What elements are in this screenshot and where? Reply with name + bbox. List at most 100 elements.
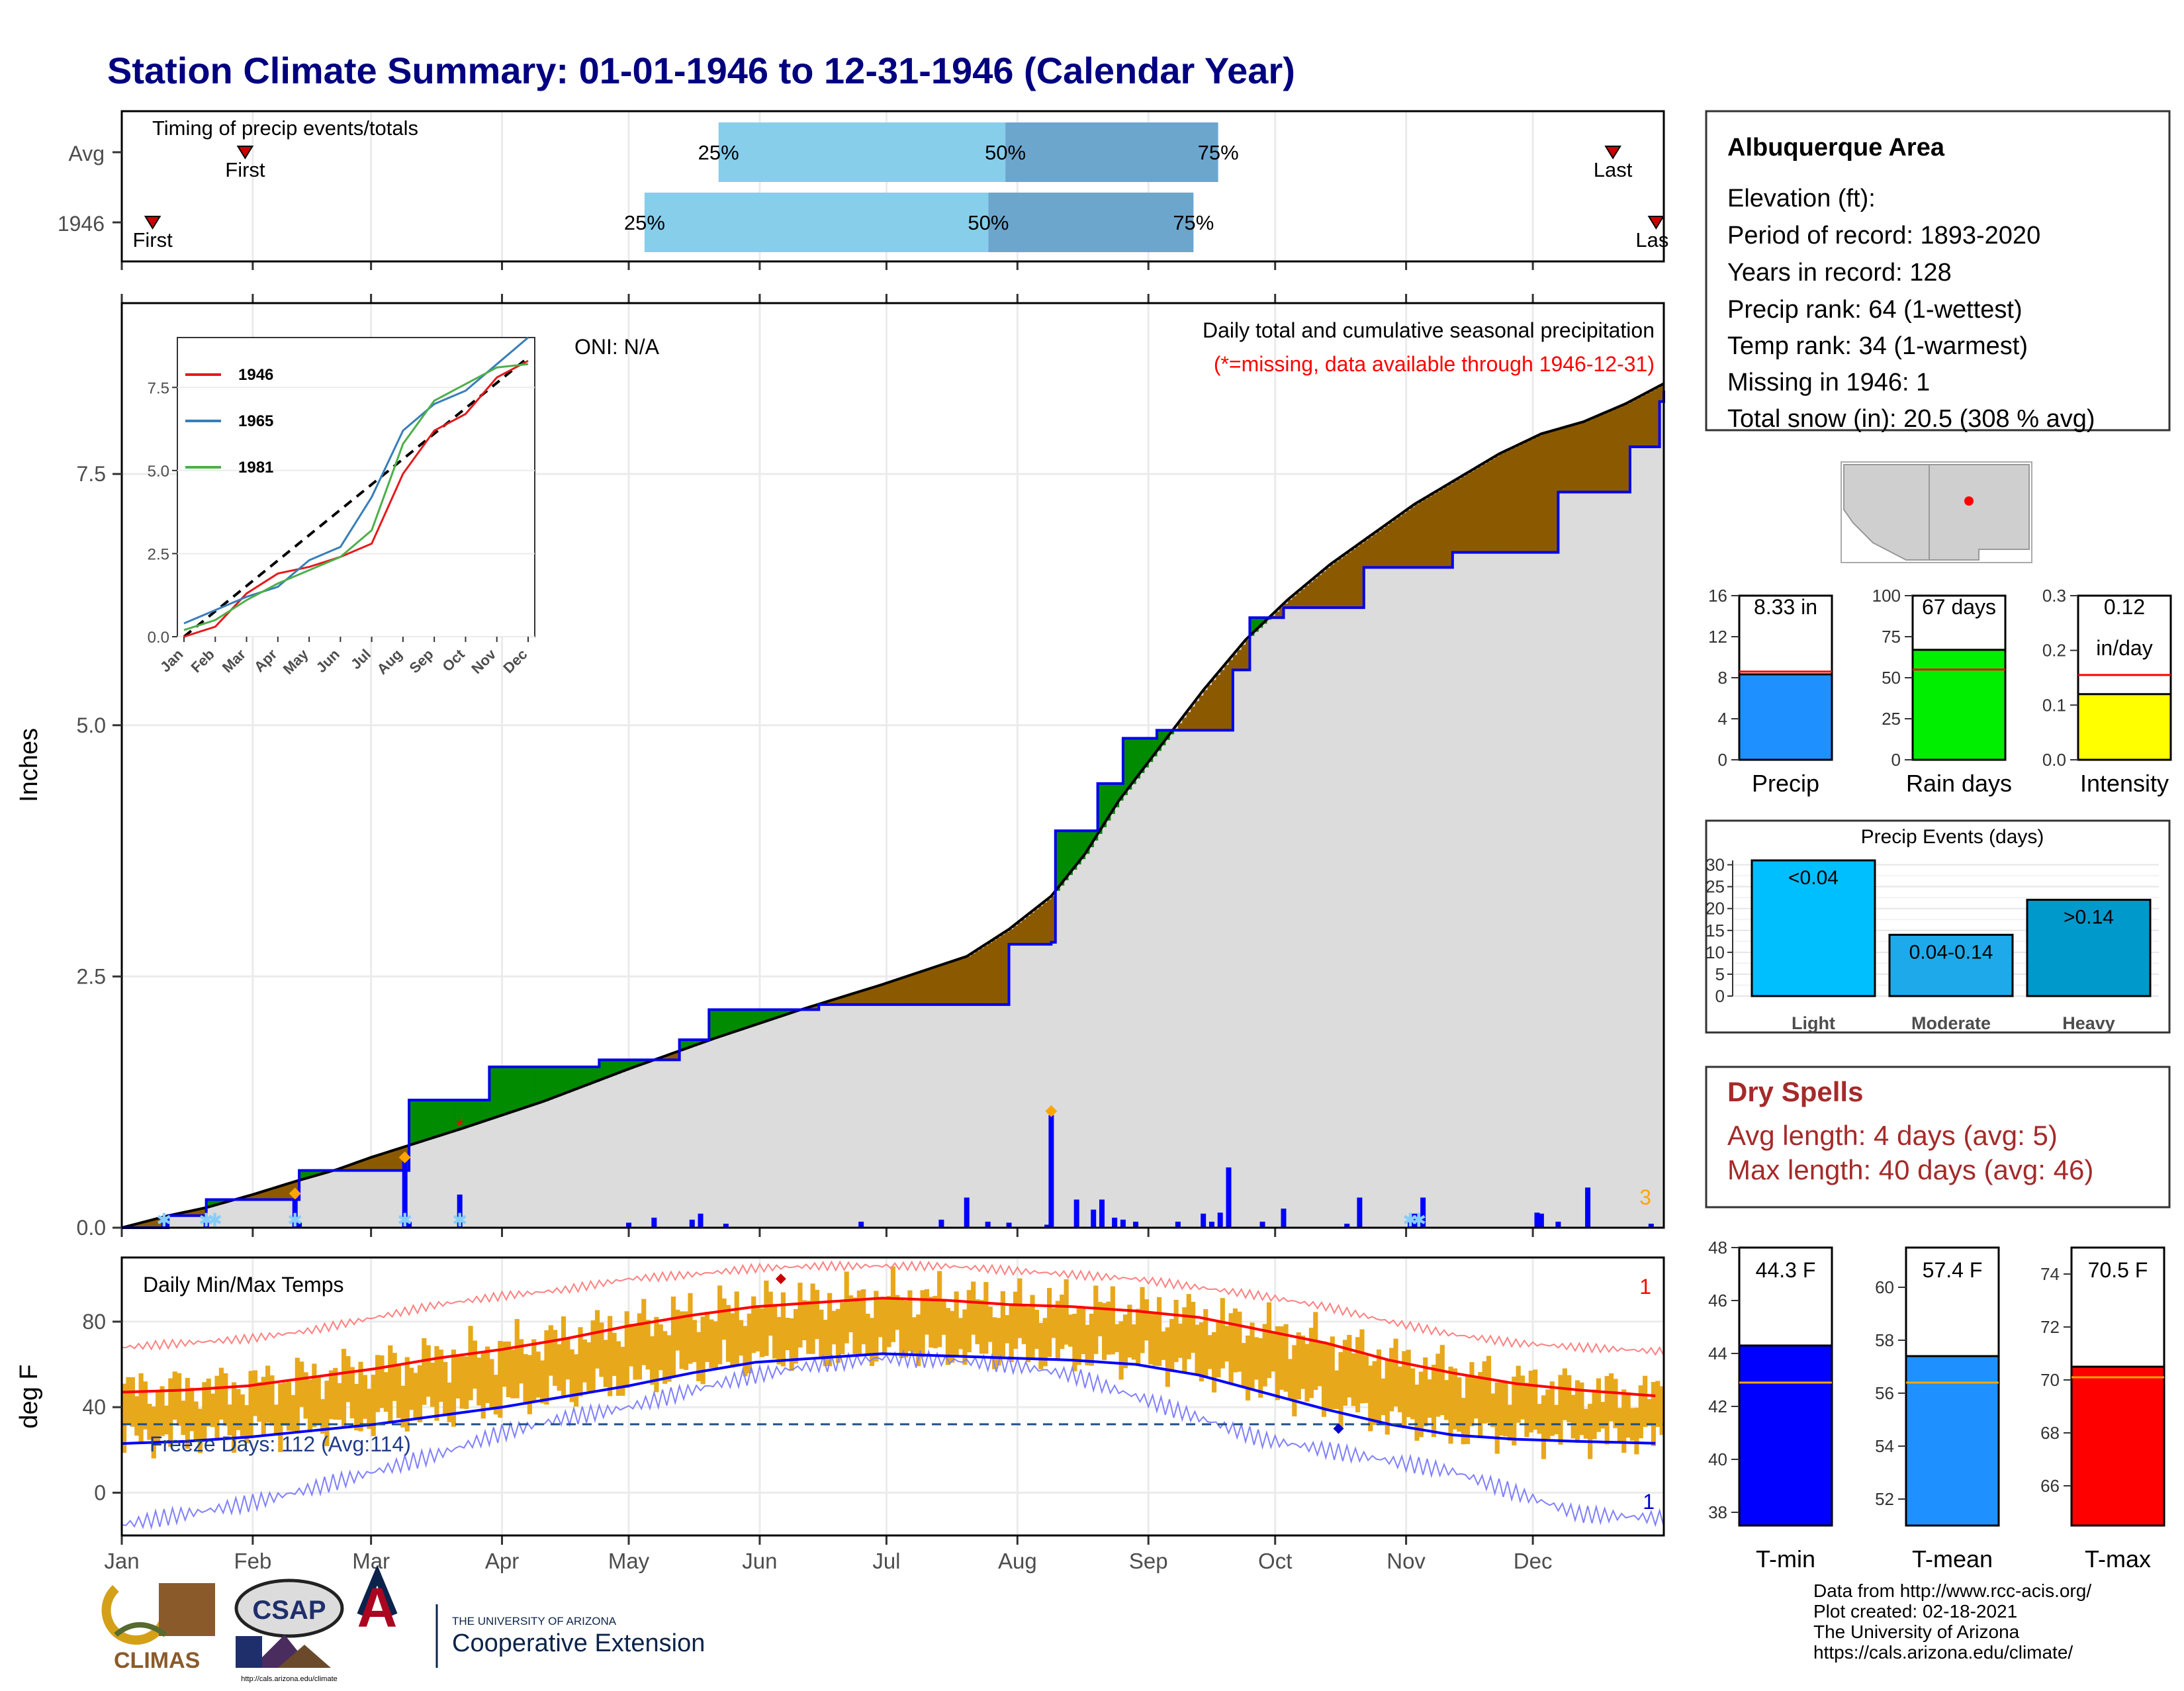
precip-surplus-slab xyxy=(218,1199,224,1205)
precip-surplus-slab xyxy=(1085,831,1090,854)
daily-temp-range-bar xyxy=(248,1371,253,1438)
daily-temp-range-bar xyxy=(1473,1377,1479,1419)
events-bar-label: 0.04-0.14 xyxy=(1909,941,1993,963)
precip-panel-border xyxy=(120,302,1665,1229)
daily-temp-range-bar xyxy=(193,1401,199,1442)
daily-temp-range-bar xyxy=(1271,1332,1276,1372)
summary-bar-tick-label: 0 xyxy=(1891,750,1901,770)
precip-deficit-slab xyxy=(1376,531,1381,568)
precip-deficit-slab xyxy=(1275,612,1280,618)
timing-p25-label: 25% xyxy=(698,141,739,164)
daily-temp-range-bar xyxy=(341,1349,347,1427)
daily-temp-range-bar xyxy=(426,1345,431,1397)
daily-temp-range-bar xyxy=(1207,1335,1212,1369)
temp-panel: Daily Min/Max Temps Freeze Days: 112 (Av… xyxy=(15,1256,1665,1573)
precip-deficit-slab xyxy=(924,970,929,1005)
timing-label: Timing of precip events/totals xyxy=(152,116,418,140)
daily-temp-range-bar xyxy=(1317,1342,1322,1387)
precip-surplus-slab xyxy=(768,1009,773,1021)
timing-first-label: First xyxy=(132,228,173,251)
precip-deficit-slab xyxy=(890,982,895,1005)
climas-wordmark: CLIMAS xyxy=(114,1648,200,1673)
daily-temp-range-bar xyxy=(392,1353,397,1401)
precip-deficit-slab xyxy=(1216,674,1221,731)
daily-temp-range-bar xyxy=(244,1405,250,1443)
precip-surplus-slab xyxy=(539,1067,545,1103)
daily-temp-range-bar xyxy=(1431,1364,1437,1438)
precip-deficit-slab xyxy=(1005,932,1010,1005)
daily-precip-bar xyxy=(292,1198,298,1228)
daily-temp-range-bar xyxy=(1558,1375,1563,1445)
daily-temp-range-bar xyxy=(1655,1381,1661,1427)
daily-temp-range-bar xyxy=(1423,1357,1428,1426)
daily-temp-range-bar xyxy=(882,1299,887,1353)
daily-temp-range-bar xyxy=(797,1283,803,1348)
daily-precip-bar xyxy=(1201,1213,1206,1228)
daily-temp-range-bar xyxy=(1072,1313,1077,1371)
precip-surplus-slab xyxy=(608,1060,613,1077)
precip-deficit-slab xyxy=(273,1188,279,1200)
daily-precip-bar xyxy=(1044,1224,1050,1228)
daily-temp-range-bar xyxy=(400,1385,406,1428)
daily-temp-range-bar xyxy=(996,1318,1001,1366)
precip-deficit-slab xyxy=(1338,558,1343,608)
precip-surplus-slab xyxy=(1122,738,1128,796)
precip-deficit-slab xyxy=(1292,596,1297,608)
events-category-label: Light xyxy=(1792,1013,1835,1033)
daily-precip-bar xyxy=(1357,1197,1363,1228)
precip-deficit-slab xyxy=(920,972,925,1005)
precip-deficit-slab xyxy=(937,966,942,1005)
daily-temp-range-bar xyxy=(878,1299,883,1338)
daily-temp-range-bar xyxy=(806,1301,811,1354)
daily-precip-bar xyxy=(626,1222,632,1228)
precip-surplus-slab xyxy=(451,1100,456,1132)
precip-deficit-slab xyxy=(379,1154,385,1171)
daily-temp-range-bar xyxy=(291,1394,296,1432)
daily-temp-range-bar xyxy=(1140,1287,1145,1353)
daily-temp-range-bar xyxy=(1127,1304,1132,1358)
oni-label: ONI: N/A xyxy=(574,335,660,359)
daily-temp-range-bar xyxy=(633,1324,638,1380)
precip-deficit-slab xyxy=(278,1187,283,1200)
events-bar-Moderate xyxy=(1888,933,2014,997)
events-category-label: Moderate xyxy=(1911,1013,1991,1033)
daily-temp-range-bar xyxy=(916,1314,921,1367)
inset-legend-label: 1965 xyxy=(238,412,273,430)
precip-deficit-slab xyxy=(1228,660,1234,731)
precip-surplus-slab xyxy=(557,1067,562,1097)
daily-temp-range-bar xyxy=(514,1318,520,1398)
precip-surplus-slab xyxy=(409,1100,414,1146)
temp-bar-tick-label: 40 xyxy=(1708,1449,1727,1469)
summary-bar-tick-label: 50 xyxy=(1882,668,1901,688)
daily-precip-bar xyxy=(1407,1218,1413,1228)
precip-surplus-slab xyxy=(498,1067,503,1117)
precip-deficit-slab xyxy=(856,992,862,1005)
daily-temp-range-bar xyxy=(544,1330,549,1405)
precip-deficit-slab xyxy=(1211,680,1216,731)
precip-surplus-slab xyxy=(574,1067,579,1090)
daily-temp-range-bar xyxy=(615,1341,621,1396)
daily-temp-range-bar xyxy=(1524,1383,1529,1438)
precip-surplus-slab xyxy=(438,1100,443,1136)
daily-temp-range-bar xyxy=(236,1389,241,1430)
daily-temp-range-bar xyxy=(1457,1377,1462,1432)
daily-temp-range-bar xyxy=(561,1316,567,1398)
precip-surplus-slab xyxy=(759,1009,764,1024)
precip-deficit-slab xyxy=(899,979,904,1005)
precip-deficit-slab xyxy=(257,1193,262,1200)
daily-temp-range-bar xyxy=(1448,1366,1453,1444)
precip-deficit-slab xyxy=(662,1056,668,1060)
inset-legend-label: 1981 xyxy=(238,459,273,477)
timing-p25-label: 25% xyxy=(624,211,665,234)
daily-temp-range-bar xyxy=(641,1299,647,1365)
precip-y-tick-label: 0.0 xyxy=(77,1216,106,1240)
precip-surplus-slab xyxy=(316,1170,321,1176)
precip-surplus-slab xyxy=(1144,738,1149,768)
daily-temp-range-bar xyxy=(1279,1326,1285,1390)
daily-temp-range-bar xyxy=(594,1310,600,1369)
precip-surplus-slab xyxy=(1140,738,1145,773)
precip-panel-title: Daily total and cumulative seasonal prec… xyxy=(1203,318,1655,342)
precip-surplus-slab xyxy=(780,1009,786,1017)
daily-temp-range-bar xyxy=(801,1300,807,1341)
daily-temp-range-bar xyxy=(286,1382,292,1431)
